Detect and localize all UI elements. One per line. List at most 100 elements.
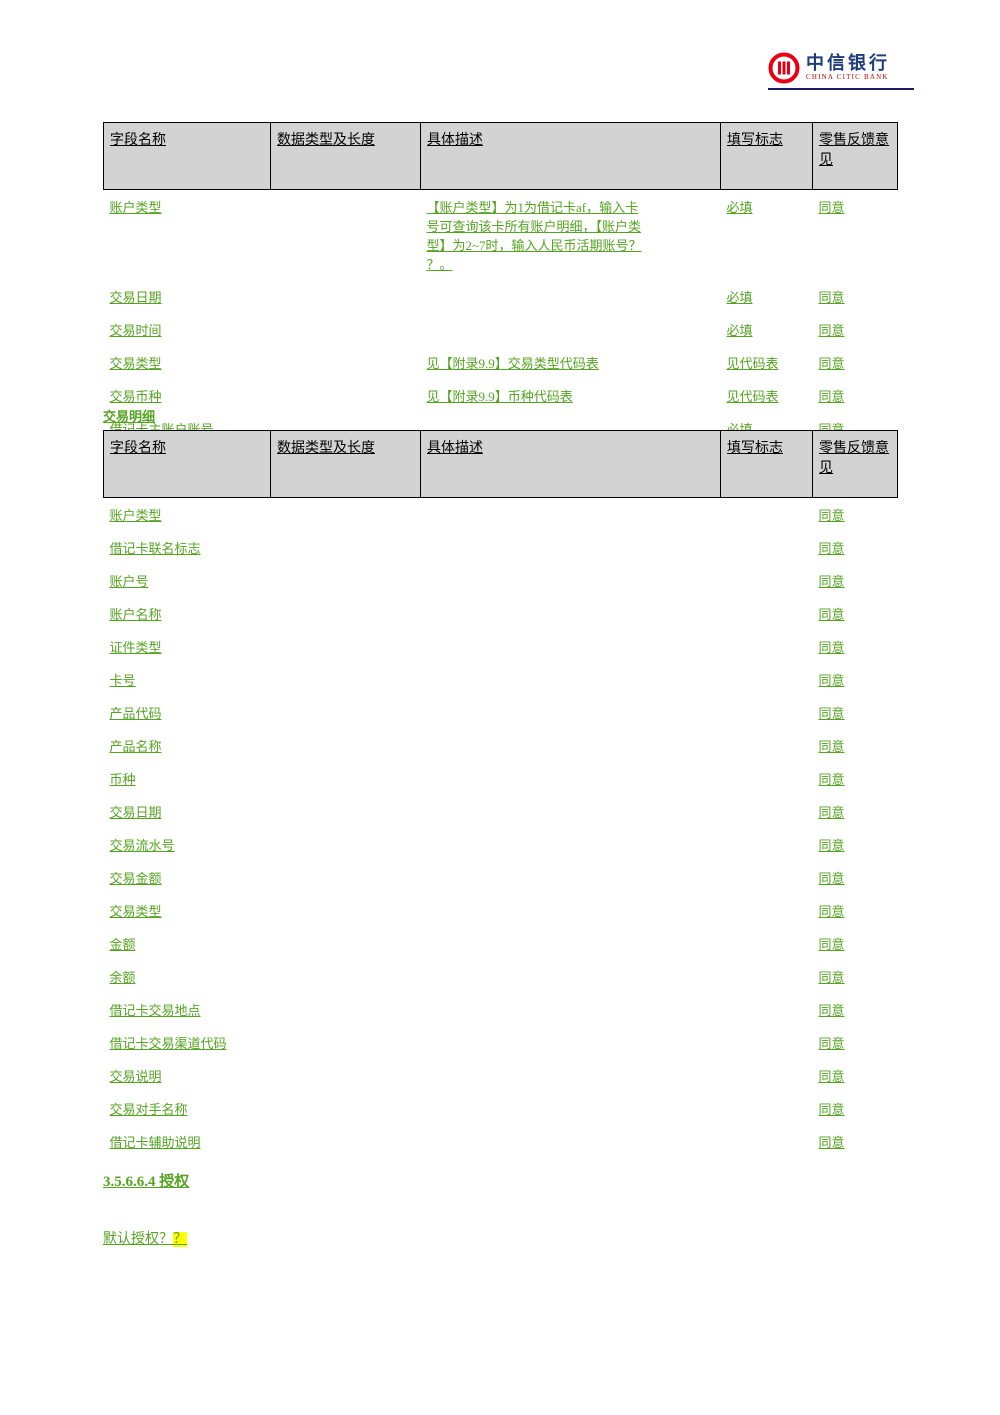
description: 见【附录9.9】币种代码表: [426, 389, 573, 404]
description-cell: [421, 1059, 721, 1092]
description-cell: [421, 1092, 721, 1125]
fill-flag-cell: [721, 960, 813, 993]
field-name-cell: 账户类型: [104, 190, 271, 281]
field-spec-table-1: 字段名称 数据类型及长度 具体描述 填写标志 零售反馈意见 账户类型 【账户类型…: [103, 122, 898, 445]
table-row: 账户号 同意: [104, 564, 898, 597]
fill-flag-cell: [721, 663, 813, 696]
fill-flag-cell: [721, 795, 813, 828]
data-type-cell: [271, 960, 421, 993]
data-type-cell: [271, 1125, 421, 1158]
feedback-cell: 同意: [813, 828, 898, 861]
bank-logo-text: 中信银行 CHINA CITIC BANK: [806, 53, 890, 81]
description-cell: [421, 795, 721, 828]
feedback-cell: 同意: [813, 379, 898, 412]
description-cell: [421, 696, 721, 729]
section-label: 交易明细: [103, 409, 156, 424]
field-name-cell: 借记卡辅助说明: [104, 1125, 271, 1158]
data-type-cell: [271, 993, 421, 1026]
data-type-cell: [271, 498, 421, 532]
data-type-cell: [271, 280, 421, 313]
data-type-cell: [271, 190, 421, 281]
description-cell: [421, 927, 721, 960]
field-name-cell: 借记卡交易地点: [104, 993, 271, 1026]
bank-logo-row: 中信银行 CHINA CITIC BANK: [768, 52, 914, 84]
table-row: 余额 同意: [104, 960, 898, 993]
table-row: 金额 同意: [104, 927, 898, 960]
field-name-cell: 交易日期: [104, 795, 271, 828]
fill-flag-cell: [721, 729, 813, 762]
feedback-cell: 同意: [813, 531, 898, 564]
retail-feedback: 同意: [818, 937, 845, 952]
header-field-name: 字段名称: [103, 430, 271, 498]
description-cell: [421, 993, 721, 1026]
data-type-cell: [271, 597, 421, 630]
field-name: 账户名称: [109, 607, 162, 622]
description-cell: [421, 894, 721, 927]
feedback-cell: 同意: [813, 564, 898, 597]
field-name: 账户号: [109, 574, 149, 589]
table-row: 借记卡联名标志 同意: [104, 531, 898, 564]
description-cell: [421, 564, 721, 597]
field-name: 账户类型: [109, 200, 162, 215]
description: 见【附录9.9】交易类型代码表: [426, 356, 599, 371]
table-row: 交易类型 见【附录9.9】交易类型代码表 见代码表 同意: [104, 346, 898, 379]
table-row: 产品名称 同意: [104, 729, 898, 762]
header-data-type: 数据类型及长度: [270, 122, 421, 190]
field-name: 交易金额: [109, 871, 162, 886]
table2-body: 账户类型 同意 借记卡联名标志 同意: [104, 498, 898, 1159]
feedback-cell: 同意: [813, 280, 898, 313]
header-retail-feedback: 零售反馈意见: [812, 430, 898, 498]
retail-feedback: 同意: [818, 541, 845, 556]
feedback-cell: 同意: [813, 1125, 898, 1158]
field-name: 余额: [109, 970, 136, 985]
fill-flag-cell: [721, 828, 813, 861]
data-type-cell: [271, 1026, 421, 1059]
data-type-cell: [271, 795, 421, 828]
retail-feedback: 同意: [818, 323, 845, 338]
header-description: 具体描述: [420, 430, 721, 498]
header-data-type: 数据类型及长度: [270, 430, 421, 498]
fill-flag-cell: [721, 1125, 813, 1158]
field-name-cell: 交易流水号: [104, 828, 271, 861]
description-cell: [421, 828, 721, 861]
description-cell: [421, 1026, 721, 1059]
field-name: 金额: [109, 937, 136, 952]
field-name-cell: 证件类型: [104, 630, 271, 663]
field-name: 交易日期: [109, 805, 162, 820]
retail-feedback: 同意: [818, 290, 845, 305]
table-row: 账户类型 【账户类型】为1为借记卡af，输入卡 号可查询该卡所有账户明细，【账户…: [104, 190, 898, 281]
retail-feedback: 同意: [818, 1135, 845, 1150]
field-name-cell: 交易类型: [104, 894, 271, 927]
table-row: 交易时间 必填 同意: [104, 313, 898, 346]
field-name-cell: 借记卡联名标志: [104, 531, 271, 564]
field-name-cell: 交易时间: [104, 313, 271, 346]
table-row: 交易类型 同意: [104, 894, 898, 927]
fill-flag: 必填: [726, 200, 753, 215]
field-name-cell: 交易对手名称: [104, 1092, 271, 1125]
retail-feedback: 同意: [818, 1036, 845, 1051]
field-name-cell: 账户类型: [104, 498, 271, 532]
field-name-cell: 余额: [104, 960, 271, 993]
feedback-cell: 同意: [813, 894, 898, 927]
field-name-cell: 交易日期: [104, 280, 271, 313]
description-cell: 【账户类型】为1为借记卡af，输入卡 号可查询该卡所有账户明细，【账户类 型】为…: [421, 190, 721, 281]
field-name: 交易日期: [109, 290, 162, 305]
table-row: 借记卡交易地点 同意: [104, 993, 898, 1026]
retail-feedback: 同意: [818, 673, 845, 688]
table-row: 账户名称 同意: [104, 597, 898, 630]
feedback-cell: 同意: [813, 960, 898, 993]
feedback-cell: 同意: [813, 498, 898, 532]
fill-flag: 必填: [726, 290, 753, 305]
field-name-cell: 产品代码: [104, 696, 271, 729]
description-cell: [421, 762, 721, 795]
field-name-cell: 账户名称: [104, 597, 271, 630]
field-name: 交易类型: [109, 356, 162, 371]
data-type-cell: [271, 531, 421, 564]
field-name: 证件类型: [109, 640, 162, 655]
retail-feedback: 同意: [818, 739, 845, 754]
table1-body: 账户类型 【账户类型】为1为借记卡af，输入卡 号可查询该卡所有账户明细，【账户…: [104, 190, 898, 446]
field-name-cell: 卡号: [104, 663, 271, 696]
data-type-cell: [271, 1059, 421, 1092]
table-row: 交易对手名称 同意: [104, 1092, 898, 1125]
retail-feedback: 同意: [818, 356, 845, 371]
